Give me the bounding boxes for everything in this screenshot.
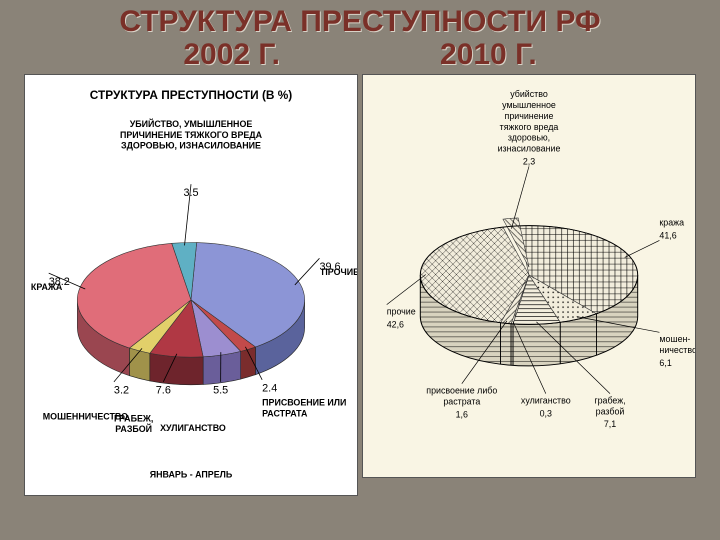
title-years-row: 2002 Г. 2010 Г. [0, 38, 720, 72]
slice-value: 0,3 [540, 408, 552, 418]
slice-label: изнасилование [498, 143, 561, 153]
slice-label: ПРОЧИЕ [321, 267, 357, 277]
slice-value: 5.5 [213, 384, 228, 396]
title-line-1: СТРУКТУРА ПРЕСТУПНОСТИ РФ [0, 6, 720, 38]
slice-label: мошен- [659, 334, 690, 344]
slice-label: грабеж, [594, 395, 625, 405]
slice-value: 2,3 [523, 156, 535, 166]
slice-value: 2.4 [262, 382, 277, 394]
slice-label: здоровью, [508, 132, 550, 142]
slice-label: причинение [505, 110, 554, 120]
slice-label: тяжкого вреда [500, 121, 559, 131]
slice-label: ПРИЧИНЕНИЕ ТЯЖКОГО ВРЕДА [120, 129, 263, 139]
year-right: 2010 Г. [440, 38, 537, 72]
chart-panel-2010: кража 41,6 мошен-ничество 6,1 грабеж,разбой 7… [362, 74, 696, 478]
slice-label: ЗДОРОВЬЮ, ИЗНАСИЛОВАНИЕ [121, 140, 261, 150]
slice-value: 7,1 [604, 419, 616, 429]
chart-title: СТРУКТУРА ПРЕСТУПНОСТИ (В %) [90, 88, 292, 102]
slice-label: ничество [659, 345, 695, 355]
slice-label: КРАЖА [31, 281, 63, 291]
slide-title: СТРУКТУРА ПРЕСТУПНОСТИ РФ 2002 Г. 2010 Г… [0, 0, 720, 72]
slice-value: 7.6 [156, 384, 171, 396]
slice-label: присвоение либо [426, 385, 497, 395]
slice-value: 3.2 [114, 384, 129, 396]
slice-label: прочие [387, 306, 416, 316]
slice-label: УБИЙСТВО, УМЫШЛЕННОЕ [130, 117, 253, 128]
slice-value: 42,6 [387, 319, 404, 329]
slice-value: 3.5 [183, 187, 198, 199]
slice-label: кража [659, 217, 684, 227]
slice-label: РАСТРАТА [262, 408, 308, 418]
slice-value: 6,1 [659, 357, 671, 367]
slice-label: растрата [443, 396, 480, 406]
slice-value: 41,6 [659, 230, 676, 240]
year-left: 2002 Г. [183, 38, 280, 72]
chart-footer: ЯНВАРЬ - АПРЕЛЬ [150, 469, 233, 479]
pie-chart-2002: СТРУКТУРА ПРЕСТУПНОСТИ (В %)39.6ПРОЧИЕ2.… [25, 75, 357, 495]
pie-chart-2010: кража 41,6 мошен-ничество 6,1 грабеж,разбой 7… [363, 75, 695, 477]
chart-panel-2002: СТРУКТУРА ПРЕСТУПНОСТИ (В %)39.6ПРОЧИЕ2.… [24, 74, 358, 496]
slice-label: разбой [596, 406, 625, 416]
slice-label: МОШЕННИЧЕСТВО [43, 411, 128, 421]
slice-label: хулиганство [521, 395, 571, 405]
slice-label: РАЗБОЙ [115, 423, 152, 434]
slice-label: убийство [510, 89, 548, 99]
slice-label: ХУЛИГАНСТВО [160, 423, 226, 433]
slice-label: ПРИСВОЕНИЕ ИЛИ [262, 397, 346, 407]
slice-label: умышленное [502, 100, 556, 110]
slice-value: 1,6 [456, 409, 468, 419]
